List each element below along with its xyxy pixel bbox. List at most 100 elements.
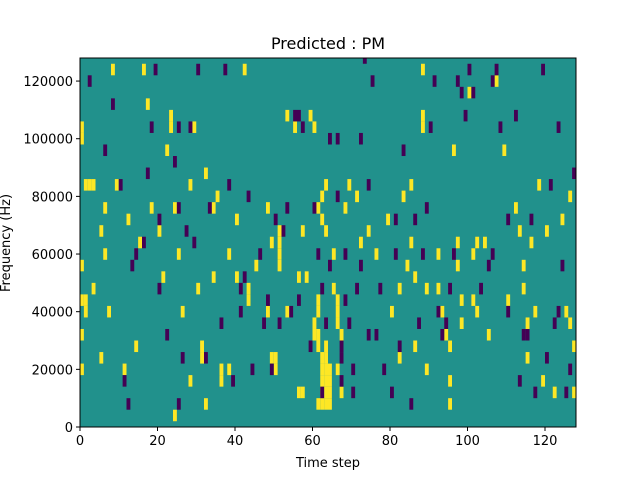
heatmap-cell-high [300, 386, 305, 399]
y-tick-label: 100000 [23, 133, 73, 148]
heatmap-cell-high [285, 109, 290, 122]
heatmap-cell-low [316, 248, 321, 260]
heatmap-cell-low [359, 259, 363, 272]
heatmap-cell-low [393, 248, 398, 260]
heatmap-cell-low [176, 202, 181, 214]
heatmap-cell-high [192, 121, 197, 133]
heatmap-cell-low [130, 259, 135, 272]
heatmap-cell-high [316, 328, 321, 341]
heatmap-cell-high [339, 328, 344, 341]
x-tick-label: 20 [149, 434, 166, 449]
heatmap-cell-high [80, 121, 84, 133]
heatmap-cell-high [111, 63, 115, 76]
heatmap-cell-high [409, 179, 414, 191]
heatmap-cell-low [529, 213, 534, 226]
heatmap-cell-low [448, 282, 452, 295]
heatmap-cell-high [459, 317, 464, 329]
heatmap-cell-low [118, 179, 123, 191]
heatmap-cell-low [486, 259, 491, 272]
heatmap-cell-high [455, 259, 460, 272]
heatmap-cell-low [223, 63, 228, 76]
heatmap-cell-low [297, 294, 301, 306]
heatmap-cell-low [556, 121, 561, 133]
heatmap-cell-low [463, 109, 468, 122]
heatmap-cell-high [173, 202, 177, 214]
heatmap-cell-high [568, 190, 573, 203]
heatmap-cell-high [541, 375, 545, 387]
x-tick-label: 60 [304, 434, 321, 449]
heatmap-cell-high [320, 352, 325, 364]
heatmap-cell-low [455, 75, 460, 87]
x-tick-label: 0 [76, 434, 84, 449]
heatmap-cell-high [87, 179, 92, 191]
y-axis-label: Frequency (Hz) [0, 194, 14, 292]
heatmap-cell-high [359, 236, 363, 249]
heatmap-cell-low [552, 317, 557, 329]
heatmap-cell-low [506, 305, 511, 318]
heatmap-cell-low [556, 305, 561, 318]
heatmap-cell-high [219, 363, 224, 376]
heatmap-cell-low [308, 340, 313, 353]
heatmap-cell-low [393, 213, 398, 226]
heatmap-cell-high [316, 294, 321, 306]
heatmap-cell-low [401, 144, 406, 157]
heatmap-cell-high [448, 375, 452, 387]
heatmap-cell-high [324, 363, 328, 376]
heatmap-cell-high [448, 398, 452, 410]
heatmap-cell-high [328, 375, 332, 387]
heatmap-cell-high [483, 236, 487, 249]
heatmap-cell-high [320, 213, 325, 226]
heatmap-cell-low [281, 225, 286, 237]
heatmap-cell-low [192, 236, 197, 249]
heatmap-cell-high [506, 294, 511, 306]
heatmap-cell-high [324, 225, 328, 237]
y-tick-label: 120000 [23, 75, 73, 90]
heatmap-cell-high [254, 259, 259, 272]
heatmap-cell-low [545, 352, 549, 364]
heatmap-cell-high [312, 121, 317, 133]
heatmap-cell-high [459, 294, 464, 306]
heatmap-cell-low [312, 202, 317, 214]
heatmap-cell-high [331, 248, 336, 260]
heatmap-cell-high [235, 271, 239, 283]
heatmap-cell-high [83, 305, 88, 318]
heatmap-cell-high [211, 202, 216, 214]
heatmap-cell-low [382, 363, 387, 376]
heatmap-cell-low [359, 132, 363, 145]
heatmap-cell-high [316, 398, 321, 410]
heatmap-cell-low [258, 248, 263, 260]
heatmap-cell-low [564, 386, 569, 399]
heatmap-cell-low [238, 282, 243, 295]
heatmap-cell-low [339, 375, 344, 387]
heatmap-cell-high [312, 317, 317, 329]
heatmap-cell-high [273, 363, 278, 376]
heatmap-cell-high [436, 282, 441, 295]
heatmap-cell-low [297, 109, 301, 122]
heatmap-cell-high [335, 317, 340, 329]
heatmap-cell-high [328, 398, 332, 410]
heatmap-cell-high [126, 213, 131, 226]
heatmap-cell-high [246, 294, 251, 306]
heatmap-cell-high [266, 202, 270, 214]
heatmap-cells [80, 58, 576, 422]
heatmap-cell-high [107, 305, 111, 318]
heatmap-cell-high [142, 63, 146, 76]
heatmap-cell-high [161, 271, 166, 283]
heatmap-cell-low [370, 75, 375, 87]
heatmap-cell-high [114, 179, 119, 191]
heatmap-cell-low [231, 375, 235, 387]
heatmap-cell-low [459, 86, 464, 99]
heatmap-cell-low [126, 398, 131, 410]
heatmap-cell-high [204, 167, 208, 180]
x-axis: 0 20 40 60 80 100 120 [76, 427, 557, 449]
heatmap-cell-low [432, 75, 437, 87]
heatmap-cell-low [328, 132, 332, 145]
heatmap-cell-high [269, 236, 274, 249]
heatmap-cell-high [200, 352, 204, 364]
heatmap-cell-low [219, 317, 224, 329]
heatmap-cell-low [153, 63, 158, 76]
heatmap-cell-high [335, 294, 340, 306]
heatmap-cell-low [413, 213, 418, 226]
heatmap-cell-low [428, 121, 433, 133]
heatmap-cell-high [176, 248, 181, 260]
